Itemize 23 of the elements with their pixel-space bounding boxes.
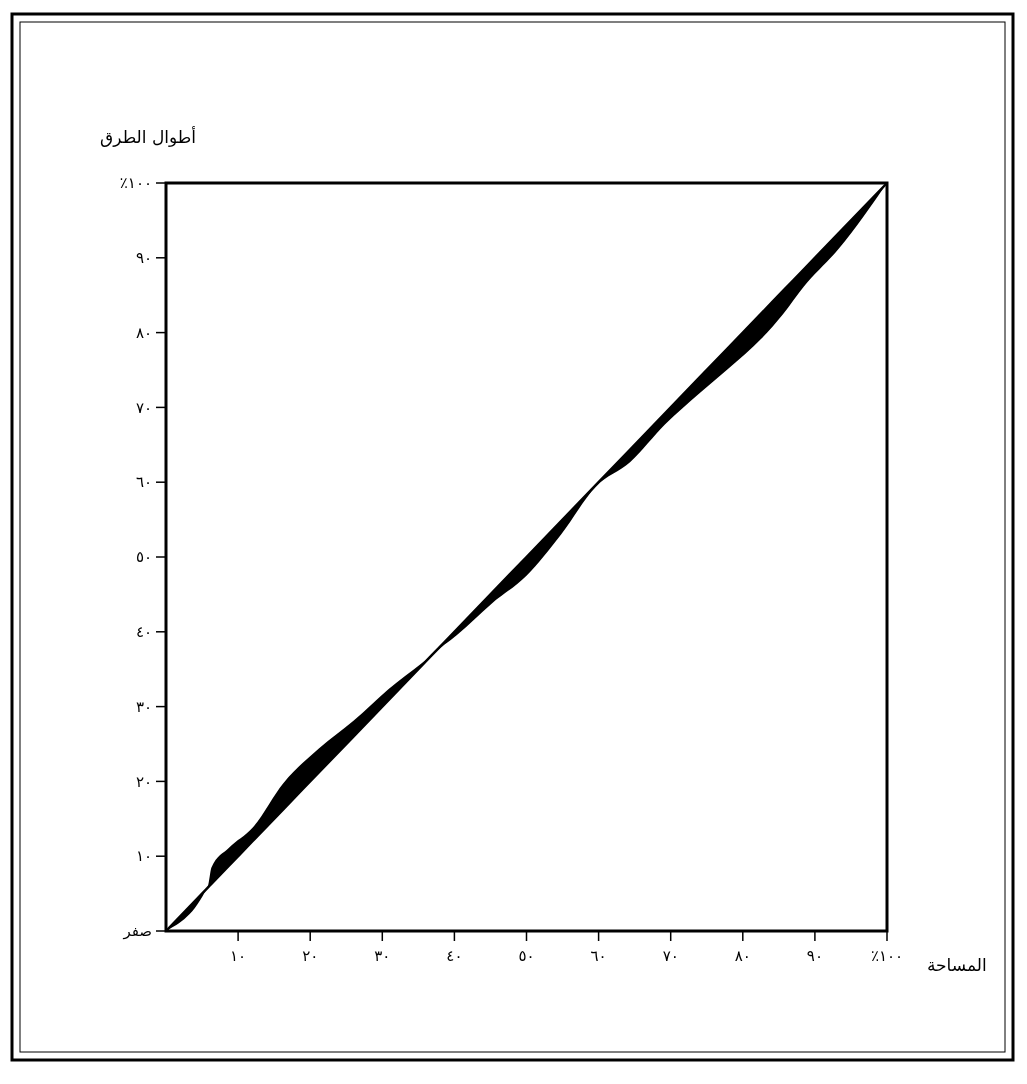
x-tick-label: ٨٠ [734,947,751,965]
x-tick-label: ٣٠ [374,947,391,965]
x-tick-label: ٩٠ [806,947,823,965]
y-tick-label: ٨٠ [135,323,152,342]
y-tick-label: ١٠ [135,847,152,866]
x-tick-label: ٥٠ [518,947,535,965]
y-tick-label: صفر [122,922,152,941]
y-tick-label: ٥٠ [135,548,152,567]
x-tick-label: ٢٠ [302,947,319,965]
y-tick-label: ٢٠ [135,772,152,791]
y-tick-label: ٩٠ [135,249,152,268]
x-tick-label: ٤٠ [446,947,463,965]
y-tick-label: ٪١٠٠ [119,174,152,193]
y-tick-label: ٧٠ [135,398,152,417]
x-tick-label: ٪١٠٠ [870,947,904,965]
y-tick-label: ٦٠ [135,473,152,492]
x-tick-label: ٧٠ [662,947,679,965]
x-axis-title: المساحة [927,955,987,975]
y-tick-label: ٣٠ [135,697,152,716]
x-tick-label: ١٠ [230,947,247,965]
y-axis-title: أطوال الطرق [100,126,196,147]
x-tick-label: ٦٠ [590,947,607,965]
y-tick-label: ٤٠ [135,623,152,642]
